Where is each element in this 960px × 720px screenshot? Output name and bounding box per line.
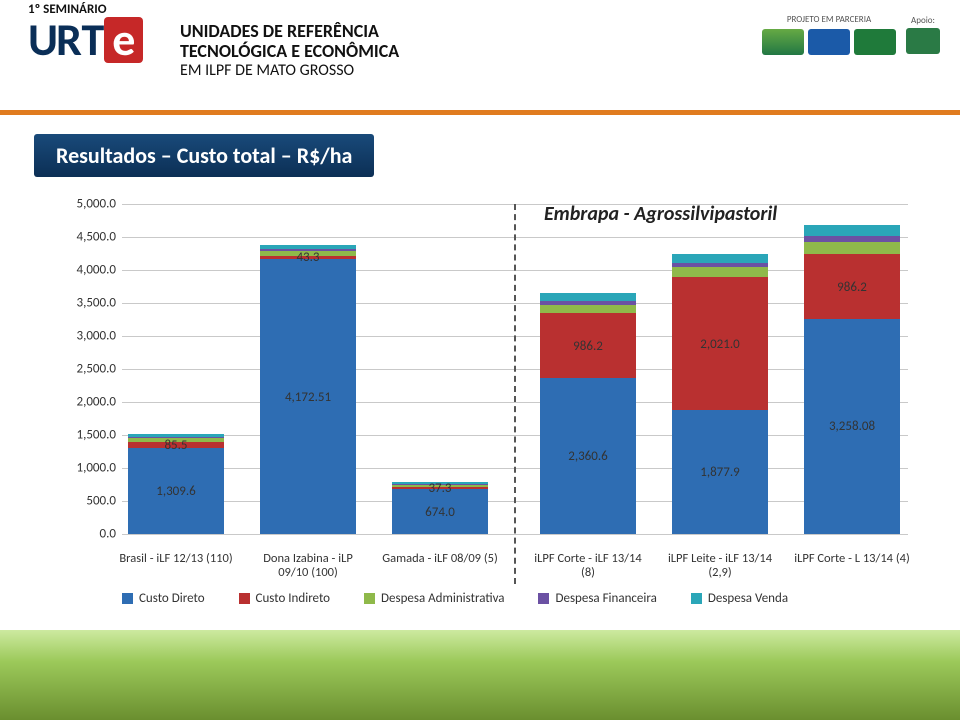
bar-segment xyxy=(540,305,636,313)
x-category-label: iLPF Corte - L 13/14 (4) xyxy=(792,552,912,566)
x-category-label: Gamada - iLF 08/09 (5) xyxy=(380,552,500,566)
y-tick-label: 2,500.0 xyxy=(36,362,116,377)
y-tick-label: 500.0 xyxy=(36,494,116,509)
x-category-label: Dona Izabina - iLP 09/10 (100) xyxy=(248,552,368,581)
legend-swatch xyxy=(239,593,250,604)
legend-label: Custo Indireto xyxy=(256,591,330,606)
value-label: 3,258.08 xyxy=(829,419,875,434)
value-label: 85.5 xyxy=(164,438,187,453)
y-tick-label: 4,500.0 xyxy=(36,230,116,245)
urte-logo: URTe xyxy=(28,12,158,98)
x-category-label: iLPF Leite - iLF 13/14 (2,9) xyxy=(660,552,780,581)
embrapa-title: Embrapa - Agrossilvipastoril xyxy=(544,202,777,226)
bar xyxy=(672,254,768,534)
chart-panel: 0.0 500.0 1,000.0 1,500.0 2,000.0 2,500.0 3,00… xyxy=(34,190,926,610)
header: 1º SEMINÁRIO URTe UNIDADES DE REFERÊNCIA… xyxy=(0,0,960,110)
value-label: 986.2 xyxy=(837,280,867,295)
orange-divider xyxy=(0,110,960,115)
slide: 1º SEMINÁRIO URTe UNIDADES DE REFERÊNCIA… xyxy=(0,0,960,720)
y-tick-label: 1,500.0 xyxy=(36,428,116,443)
legend-label: Custo Direto xyxy=(139,591,205,606)
legend: Custo Direto Custo Indireto Despesa Admini… xyxy=(122,591,788,606)
bar-segment xyxy=(804,242,900,254)
header-title: UNIDADES DE REFERÊNCIA TECNOLÓGICA E ECO… xyxy=(180,22,399,79)
legend-label: Despesa Administrativa xyxy=(381,591,504,606)
sponsor-strip: PROJETO EM PARCERIA Apoio: xyxy=(762,14,940,55)
x-category-label: iLPF Corte - iLF 13/14 (8) xyxy=(528,552,648,581)
bar xyxy=(540,293,636,534)
bar-segment xyxy=(540,293,636,301)
header-line1: UNIDADES DE REFERÊNCIA xyxy=(180,22,399,42)
value-label: 1,309.6 xyxy=(156,484,195,499)
y-tick-label: 1,000.0 xyxy=(36,461,116,476)
header-line2: TECNOLÓGICA E ECONÔMICA xyxy=(180,42,399,62)
legend-item: Despesa Financeira xyxy=(538,591,656,606)
plot-area: 0.0500.01,000.01,500.02,000.02,500.03,00… xyxy=(122,204,908,534)
y-tick-label: 0.0 xyxy=(36,527,116,542)
value-label: 1,877.9 xyxy=(700,465,739,480)
bar xyxy=(804,225,900,534)
value-label: 4,172.51 xyxy=(285,390,331,405)
bar-segment xyxy=(672,254,768,263)
section-divider xyxy=(514,204,516,584)
y-tick-label: 2,000.0 xyxy=(36,395,116,410)
legend-item: Custo Indireto xyxy=(239,591,330,606)
x-category-label: Brasil - iLF 12/13 (110) xyxy=(116,552,236,566)
value-label: 43.3 xyxy=(296,250,319,265)
legend-swatch xyxy=(538,593,549,604)
legend-label: Despesa Financeira xyxy=(555,591,656,606)
y-tick-label: 4,000.0 xyxy=(36,263,116,278)
value-label: 2,021.0 xyxy=(700,337,739,352)
legend-label: Despesa Venda xyxy=(708,591,788,606)
y-tick-label: 3,500.0 xyxy=(36,296,116,311)
legend-swatch xyxy=(364,593,375,604)
header-line3: EM ILPF DE MATO GROSSO xyxy=(180,62,399,80)
legend-item: Custo Direto xyxy=(122,591,205,606)
legend-swatch xyxy=(122,593,133,604)
value-label: 2,360.6 xyxy=(568,449,607,464)
y-tick-label: 5,000.0 xyxy=(36,197,116,212)
support-label: Apoio: xyxy=(906,15,940,54)
project-label: PROJETO EM PARCERIA xyxy=(762,14,896,55)
bar-segment xyxy=(804,225,900,236)
legend-swatch xyxy=(691,593,702,604)
y-tick-label: 3,000.0 xyxy=(36,329,116,344)
slide-title: Resultados – Custo total – R$/ha xyxy=(34,134,374,177)
value-label: 37.3 xyxy=(428,481,451,496)
value-label: 986.2 xyxy=(573,339,603,354)
bar-segment xyxy=(672,267,768,276)
legend-item: Despesa Administrativa xyxy=(364,591,504,606)
legend-item: Despesa Venda xyxy=(691,591,788,606)
footer-grass xyxy=(0,630,960,720)
value-label: 674.0 xyxy=(425,505,455,520)
stacked-bar-chart: 0.0 500.0 1,000.0 1,500.0 2,000.0 2,500.0 3,00… xyxy=(34,190,926,610)
